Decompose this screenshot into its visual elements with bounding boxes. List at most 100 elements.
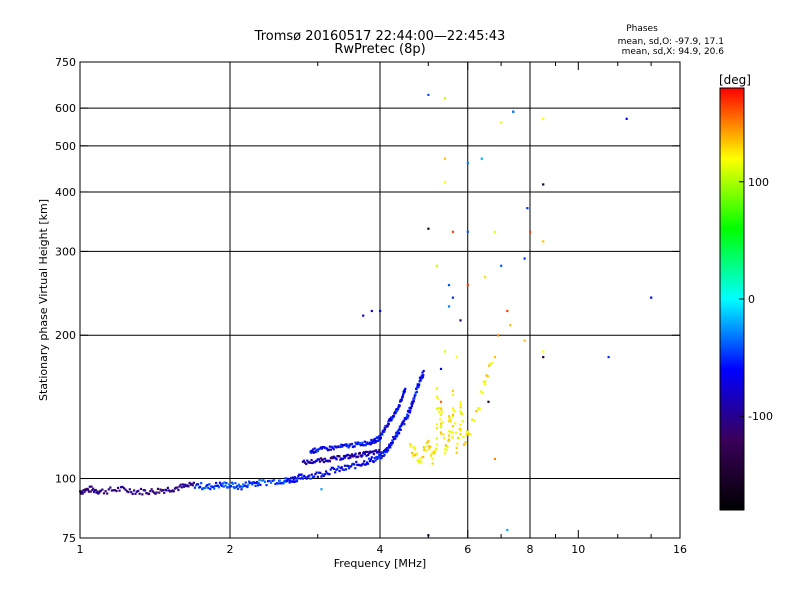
data-point [312, 448, 315, 451]
data-point [166, 486, 169, 489]
data-point [368, 459, 372, 463]
data-point [222, 485, 225, 488]
data-point [435, 395, 438, 398]
data-point [414, 393, 417, 397]
data-point [426, 441, 429, 444]
data-point [320, 475, 323, 478]
data-point [135, 490, 138, 493]
data-point [438, 410, 441, 414]
data-point [388, 443, 391, 446]
data-point [231, 482, 234, 485]
data-point [493, 230, 497, 233]
data-point [294, 480, 297, 483]
data-point [407, 414, 410, 417]
data-point [92, 490, 96, 494]
data-point [422, 374, 425, 377]
data-point [150, 488, 153, 491]
data-point [420, 460, 423, 463]
data-point [216, 484, 220, 487]
data-point [349, 456, 352, 459]
data-point [285, 479, 288, 483]
data-point [225, 481, 228, 485]
data-point [451, 436, 455, 439]
data-point [484, 380, 487, 383]
data-point [394, 434, 397, 437]
data-point [431, 457, 434, 461]
data-point [363, 440, 366, 443]
data-point [244, 481, 247, 484]
data-point [370, 438, 373, 442]
data-point [191, 484, 194, 487]
data-point [297, 475, 300, 478]
data-point [110, 489, 114, 492]
data-point [378, 434, 381, 438]
data-point [417, 386, 420, 389]
data-point [342, 468, 345, 471]
data-point [190, 482, 193, 486]
data-point [403, 423, 406, 426]
data-point [376, 457, 379, 460]
data-point [258, 478, 261, 482]
data-point [318, 460, 321, 463]
data-point [459, 410, 462, 413]
data-point [313, 475, 316, 478]
y-tick-label: 750 [55, 56, 76, 69]
data-point [443, 180, 447, 184]
data-point [366, 441, 369, 444]
data-point [310, 473, 313, 476]
data-point [439, 418, 442, 421]
data-point [484, 276, 487, 279]
data-point [334, 471, 337, 474]
data-point [451, 393, 455, 396]
data-point [115, 489, 118, 493]
data-point [121, 485, 124, 489]
data-point [213, 487, 216, 490]
data-point [86, 488, 90, 491]
data-point [451, 296, 455, 299]
data-point [228, 483, 231, 486]
data-point [295, 477, 298, 480]
data-point [414, 391, 417, 394]
data-point [365, 461, 369, 464]
data-point [542, 356, 545, 359]
data-point [91, 488, 94, 492]
data-point [124, 488, 127, 491]
x-tick-label: 4 [377, 543, 384, 556]
data-point [342, 457, 345, 460]
data-point [119, 486, 123, 489]
colorbar-ticks: 100 0 -100 [739, 176, 773, 423]
data-point [443, 350, 447, 353]
data-point [104, 490, 107, 493]
data-point [459, 427, 462, 431]
data-point [315, 459, 318, 462]
x-tick-label: 6 [464, 543, 471, 556]
data-point [486, 375, 489, 378]
data-point [85, 489, 88, 492]
data-point [443, 436, 446, 440]
data-point [171, 489, 174, 492]
data-point [247, 480, 251, 483]
data-point [354, 452, 357, 455]
data-point [441, 420, 444, 424]
data-point [332, 467, 336, 471]
data-point [542, 117, 545, 120]
data-point [418, 376, 422, 379]
data-point [176, 486, 179, 489]
data-point [259, 483, 262, 486]
data-point [284, 477, 287, 480]
data-point [459, 403, 462, 406]
data-point [282, 482, 285, 485]
data-point [389, 419, 392, 422]
data-point [161, 488, 165, 492]
data-point [141, 493, 144, 496]
data-point [381, 455, 384, 458]
data-point [209, 488, 212, 491]
data-point [309, 477, 312, 480]
data-point [347, 457, 350, 460]
data-point [455, 356, 458, 359]
data-point [362, 314, 365, 317]
data-point [316, 475, 319, 478]
data-point [542, 240, 545, 243]
data-point [364, 450, 367, 454]
data-point [218, 481, 222, 484]
